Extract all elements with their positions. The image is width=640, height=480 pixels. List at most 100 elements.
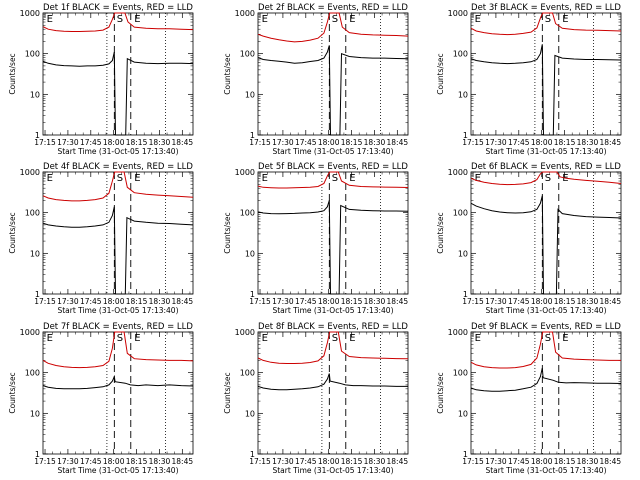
x-axis-label: Start Time (31-Oct-05 17:13:40): [57, 306, 178, 315]
x-tick-label: 17:30: [485, 138, 507, 147]
y-tick-label: 100: [453, 209, 468, 218]
x-tick-label: 18:00: [103, 297, 125, 306]
x-tick-label: 17:15: [462, 297, 484, 306]
x-tick-label: 17:45: [295, 297, 317, 306]
y-tick-label: 1000: [20, 168, 40, 177]
panel-title: Det 8f BLACK = Events, RED = LLD: [258, 322, 408, 332]
events-series-line: [470, 195, 622, 295]
events-series-line: [257, 45, 409, 136]
x-tick-label: 18:15: [126, 297, 148, 306]
region-label: S: [117, 173, 123, 184]
x-tick-label: 18:00: [318, 138, 340, 147]
y-tick-label: 1: [35, 450, 40, 459]
lld-series-line: [470, 171, 622, 186]
region-label: E: [262, 14, 268, 25]
x-tick-label: 17:30: [57, 138, 79, 147]
y-tick-label: 10: [458, 249, 468, 258]
y-tick-label: 100: [25, 209, 40, 218]
panel-title: Det 4f BLACK = Events, RED = LLD: [43, 162, 193, 172]
y-tick-label: 100: [240, 369, 255, 378]
lld-series-line: [257, 331, 409, 364]
y-tick-label: 10: [458, 409, 468, 418]
x-tick-label: 18:45: [172, 457, 194, 466]
region-label: E: [475, 333, 481, 344]
y-tick-label: 100: [25, 369, 40, 378]
x-tick-label: 18:45: [600, 138, 622, 147]
x-tick-label: 18:15: [126, 138, 148, 147]
events-series-line: [257, 200, 409, 295]
y-axis-label: Counts/sec: [436, 372, 445, 413]
x-tick-label: 17:30: [57, 297, 79, 306]
plot-frame: [42, 171, 194, 295]
panel-title: Det 5f BLACK = Events, RED = LLD: [258, 162, 408, 172]
x-tick-label: 18:15: [341, 457, 363, 466]
region-label: E: [134, 333, 140, 344]
x-tick-label: 18:15: [341, 297, 363, 306]
y-tick-label: 1000: [235, 9, 255, 18]
panel-title: Det 6f BLACK = Events, RED = LLD: [471, 162, 621, 172]
x-tick-label: 18:00: [318, 297, 340, 306]
region-label: E: [349, 14, 355, 25]
x-tick-label: 18:30: [364, 457, 386, 466]
x-tick-label: 18:30: [149, 457, 171, 466]
x-tick-label: 18:30: [577, 457, 599, 466]
region-label: E: [134, 14, 140, 25]
y-tick-label: 1: [250, 450, 255, 459]
lld-series-line: [42, 331, 194, 369]
detector-panel-2: Det 2f BLACK = Events, RED = LLD 1 10 100 10…: [223, 3, 408, 156]
x-tick-label: 17:15: [34, 297, 56, 306]
x-tick-label: 18:45: [600, 297, 622, 306]
region-label: E: [562, 333, 568, 344]
y-tick-label: 10: [30, 90, 40, 99]
y-tick-label: 10: [30, 249, 40, 258]
x-tick-label: 18:15: [126, 457, 148, 466]
y-tick-label: 100: [240, 209, 255, 218]
x-tick-label: 18:45: [387, 297, 409, 306]
events-series-line: [42, 51, 194, 136]
x-tick-label: 17:30: [272, 138, 294, 147]
x-tick-label: 18:30: [149, 138, 171, 147]
x-tick-label: 18:45: [172, 297, 194, 306]
x-axis-label: Start Time (31-Oct-05 17:13:40): [272, 306, 393, 315]
x-tick-label: 17:15: [249, 138, 271, 147]
x-axis-label: Start Time (31-Oct-05 17:13:40): [485, 147, 606, 156]
x-tick-label: 18:15: [554, 138, 576, 147]
y-axis-label: Counts/sec: [8, 53, 17, 94]
y-tick-label: 10: [458, 90, 468, 99]
region-label: E: [134, 173, 140, 184]
region-label: E: [47, 14, 53, 25]
y-tick-label: 1000: [448, 168, 468, 177]
region-label: S: [545, 173, 551, 184]
x-tick-label: 18:00: [531, 457, 553, 466]
y-axis-label: Counts/sec: [223, 372, 232, 413]
lld-series-line: [470, 331, 621, 369]
region-label: E: [349, 333, 355, 344]
plot-frame: [257, 12, 409, 136]
y-tick-label: 10: [245, 409, 255, 418]
x-tick-label: 17:45: [80, 138, 102, 147]
region-label: S: [545, 14, 551, 25]
panel-title: Det 3f BLACK = Events, RED = LLD: [471, 3, 621, 13]
x-axis-label: Start Time (31-Oct-05 17:13:40): [485, 466, 606, 475]
y-tick-label: 1: [463, 131, 468, 140]
x-tick-label: 17:15: [249, 457, 271, 466]
y-tick-label: 1000: [20, 328, 40, 337]
events-series-line: [42, 374, 194, 390]
y-tick-label: 1: [463, 290, 468, 299]
x-tick-label: 18:30: [149, 297, 171, 306]
y-tick-label: 1000: [448, 328, 468, 337]
x-tick-label: 18:00: [318, 457, 340, 466]
events-series-line: [257, 373, 408, 391]
x-tick-label: 17:15: [462, 138, 484, 147]
x-tick-label: 17:15: [249, 297, 271, 306]
region-label: S: [545, 333, 551, 344]
x-tick-label: 18:00: [103, 457, 125, 466]
x-tick-label: 17:45: [508, 297, 530, 306]
y-axis-label: Counts/sec: [436, 53, 445, 94]
x-axis-label: Start Time (31-Oct-05 17:13:40): [272, 466, 393, 475]
region-label: S: [117, 14, 123, 25]
x-axis-label: Start Time (31-Oct-05 17:13:40): [57, 147, 178, 156]
x-tick-label: 17:45: [508, 138, 530, 147]
region-label: E: [475, 14, 481, 25]
